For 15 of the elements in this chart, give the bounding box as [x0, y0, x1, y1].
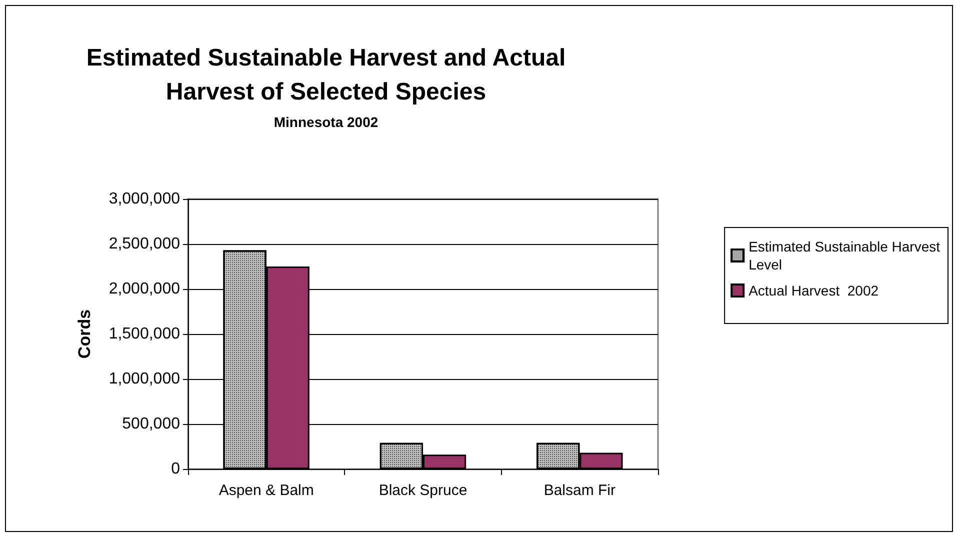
y-tick-label: 2,500,000 [108, 236, 180, 252]
chart-subtitle: Minnesota 2002 [274, 114, 378, 130]
x-tick-label: Black Spruce [378, 482, 468, 499]
x-tick-label: Aspen & Balm [218, 482, 314, 499]
y-tick-label: 0 [171, 460, 180, 478]
chart-title: Estimated Sustainable Harvest and Actual Harvest of Selected Species [86, 44, 566, 106]
y-tick-label: 1,500,000 [108, 326, 180, 342]
y-tick-label: 3,000,000 [108, 190, 180, 208]
legend-label: Estimated Sustainable Harvest Level [748, 238, 940, 272]
legend-label: Actual Harvest 2002 [748, 282, 879, 298]
y-tick-label: 500,000 [122, 416, 180, 432]
x-tick-label: Balsam Fir [544, 482, 616, 499]
y-tick-label: 2,000,000 [108, 280, 180, 298]
y-tick-label: 1,000,000 [108, 370, 180, 388]
y-axis-title: Cords [75, 309, 94, 359]
